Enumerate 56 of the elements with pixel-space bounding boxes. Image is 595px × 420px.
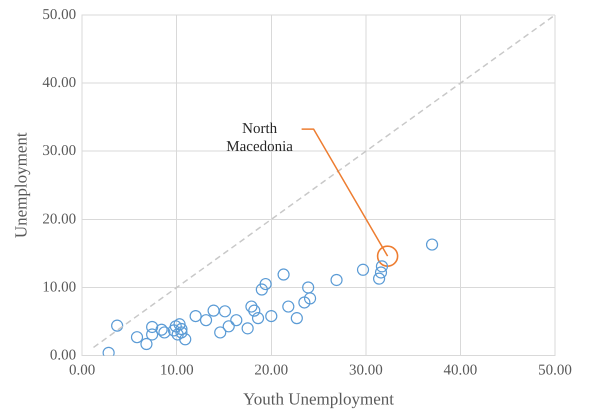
point (175, 322, 188, 336)
point (190, 310, 202, 322)
point (214, 326, 226, 339)
point (218, 305, 232, 318)
point (130, 331, 144, 344)
point (376, 260, 388, 272)
y-tick-label: 20.00 (42, 211, 76, 228)
point (208, 304, 220, 317)
point (245, 300, 258, 313)
point (111, 320, 124, 332)
point (252, 312, 264, 324)
point (248, 304, 260, 317)
point (426, 238, 438, 251)
point (260, 278, 272, 290)
point (146, 328, 158, 341)
point (290, 312, 303, 324)
x-tick-label: 20.00 (254, 362, 288, 379)
x-tick-label: 40.00 (444, 362, 478, 379)
x-tick-label: 0.00 (69, 362, 96, 379)
point (256, 283, 268, 296)
point (200, 314, 212, 326)
point (282, 300, 294, 313)
point (330, 274, 343, 286)
point (376, 245, 398, 267)
point (146, 320, 158, 334)
point (302, 281, 314, 294)
point (172, 328, 184, 341)
x-tick-label: 50.00 (538, 362, 572, 379)
point (168, 324, 180, 336)
x-axis-title: Youth Unemployment (243, 389, 394, 408)
y-tick-label: 40.00 (42, 75, 76, 92)
point (175, 326, 188, 339)
x-tick-label: 30.00 (348, 362, 383, 379)
y-tick-label: 0.00 (50, 348, 76, 364)
point (277, 268, 290, 281)
point (140, 338, 153, 350)
point (356, 264, 370, 276)
point (374, 266, 388, 279)
point (170, 320, 182, 332)
y-axis-title: Unemployment (12, 132, 31, 238)
point (230, 314, 242, 326)
y-tick-label: 10.00 (42, 279, 76, 296)
point (265, 310, 278, 322)
point (158, 326, 171, 339)
point (155, 324, 168, 336)
point (242, 322, 254, 334)
point (173, 318, 186, 330)
point (373, 272, 386, 285)
annotation: North Macedonia (226, 121, 294, 156)
y-tick-label: 50.00 (42, 6, 76, 23)
point (298, 296, 310, 309)
point (304, 292, 316, 304)
point (179, 333, 192, 346)
x-tick-label: 10.00 (160, 362, 194, 379)
y-tick-label: 30.00 (42, 143, 76, 160)
point (222, 320, 235, 332)
